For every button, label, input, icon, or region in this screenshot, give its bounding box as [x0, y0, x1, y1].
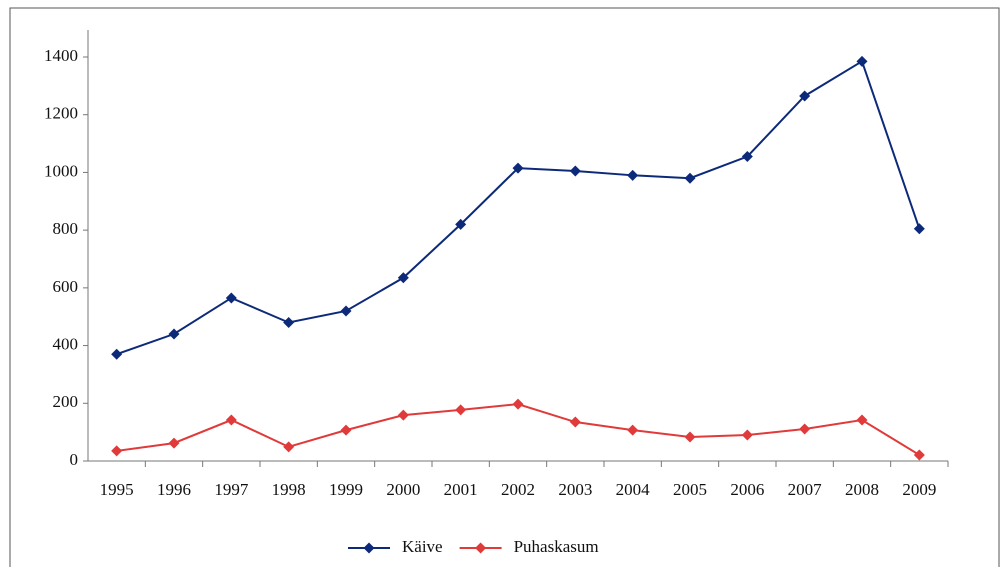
x-tick-label: 1999 [329, 480, 363, 499]
point [913, 223, 925, 235]
point [512, 398, 524, 410]
point [283, 441, 295, 453]
chart-frame [9, 7, 1000, 567]
point [455, 404, 467, 416]
point [684, 431, 696, 443]
x-tick-label: 2001 [444, 480, 478, 499]
point [741, 429, 753, 441]
y-tick-label: 0 [70, 450, 79, 469]
point [627, 424, 639, 436]
y-tick-label: 1400 [44, 46, 78, 65]
point [283, 316, 295, 328]
legend-label: Puhaskasum [514, 537, 599, 556]
point [741, 151, 753, 163]
x-tick-label: 2006 [730, 480, 764, 499]
point [397, 272, 409, 284]
point [569, 416, 581, 428]
point [111, 445, 123, 457]
point [455, 218, 467, 230]
point [340, 424, 352, 436]
x-tick-label: 2003 [558, 480, 592, 499]
point [856, 414, 868, 426]
series-line [116, 59, 921, 356]
point [569, 165, 581, 177]
x-tick-label: 2008 [845, 480, 879, 499]
y-tick-label: 1200 [44, 104, 78, 123]
point [799, 90, 811, 102]
x-tick-label: 1995 [100, 480, 134, 499]
point [168, 437, 180, 449]
point [856, 55, 868, 67]
point [225, 292, 237, 304]
point [340, 305, 352, 317]
point [397, 409, 409, 421]
x-tick-label: 2005 [673, 480, 707, 499]
y-tick-label: 600 [53, 277, 79, 296]
series-line [116, 403, 920, 456]
x-tick-label: 2000 [386, 480, 420, 499]
point [913, 449, 925, 461]
x-tick-label: 2004 [616, 480, 651, 499]
point [225, 414, 237, 426]
y-tick-label: 1000 [44, 161, 78, 180]
x-tick-label: 1998 [272, 480, 306, 499]
point [512, 162, 524, 174]
point [799, 423, 811, 435]
point [168, 328, 180, 340]
x-tick-label: 2002 [501, 480, 535, 499]
y-tick-label: 400 [53, 334, 79, 353]
y-tick-label: 200 [53, 392, 79, 411]
point [684, 172, 696, 184]
point [111, 348, 123, 360]
x-tick-label: 1997 [214, 480, 249, 499]
point [627, 169, 639, 181]
x-tick-label: 1996 [157, 480, 191, 499]
x-tick-label: 2009 [902, 480, 936, 499]
x-tick-label: 2007 [788, 480, 823, 499]
legend-marker [363, 542, 375, 554]
legend-marker [475, 542, 487, 554]
y-tick-label: 800 [53, 219, 79, 238]
legend-label: Käive [402, 537, 443, 556]
